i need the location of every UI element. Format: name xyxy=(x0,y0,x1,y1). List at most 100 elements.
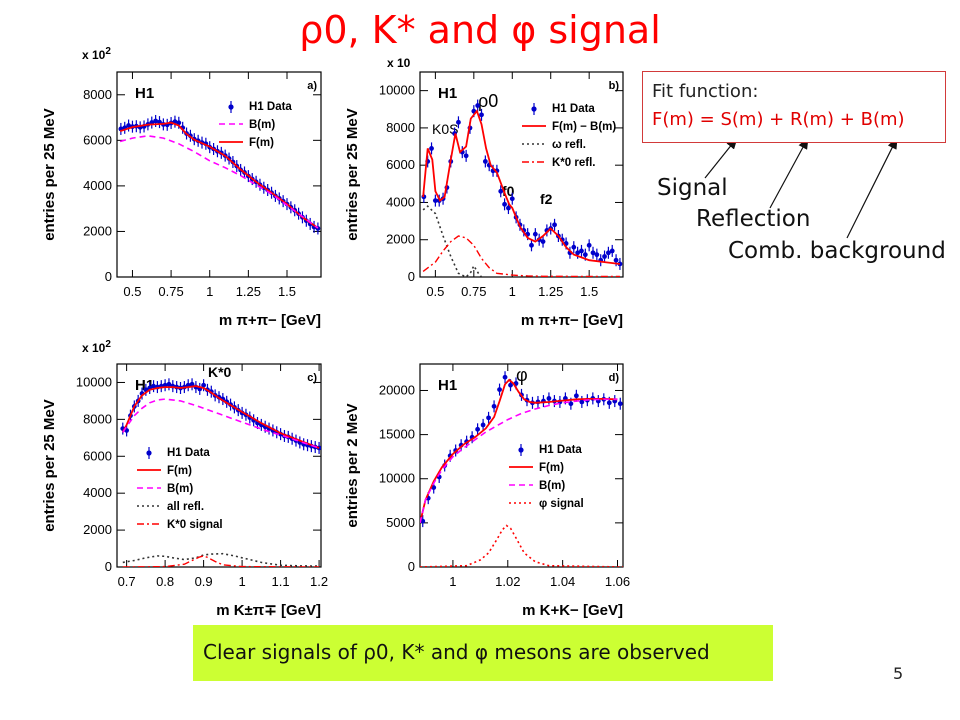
panel-tag: d) xyxy=(609,372,620,384)
data-point xyxy=(480,422,486,428)
x-tick-label: 0.8 xyxy=(156,574,174,589)
legend-marker-dot xyxy=(531,106,537,112)
y-axis-title: entries per 2 MeV xyxy=(344,403,361,527)
y-tick-label: 8000 xyxy=(83,87,112,102)
y-tick-label: 2000 xyxy=(83,223,112,238)
x-tick-label: 1.5 xyxy=(580,284,598,299)
data-point xyxy=(586,242,592,248)
y-tick-label: 0 xyxy=(105,559,112,574)
data-point xyxy=(568,401,574,407)
legend-entry: K*0 signal xyxy=(167,519,223,531)
data-point xyxy=(498,188,504,194)
legend-entry: ω refl. xyxy=(552,139,586,151)
legend-entry: H1 Data xyxy=(167,447,210,459)
legend-entry: H1 Data xyxy=(249,101,292,113)
y-tick-label: 6000 xyxy=(386,157,415,172)
data-point xyxy=(482,159,488,164)
x-axis-title: m K±π∓ [GeV] xyxy=(216,602,321,619)
data-point xyxy=(176,120,182,126)
slide-title: ρ0, K* and φ signal xyxy=(299,8,661,52)
x-tick-label: 0.5 xyxy=(123,284,141,299)
chart-panel-1: 0.5 0.75 1 1.25 1.5 0 2000 4000 6000 8000 x 102 ent… xyxy=(41,46,322,329)
data-point xyxy=(201,382,207,388)
series-group xyxy=(120,378,321,567)
y-tick-label: 6000 xyxy=(83,132,112,147)
data-point xyxy=(617,401,623,407)
data-point xyxy=(540,239,546,244)
panel-tag: c) xyxy=(307,372,317,384)
y-tick-label: 0 xyxy=(105,269,112,284)
x-tick-label: 1.1 xyxy=(272,574,290,589)
data-point xyxy=(529,242,534,248)
x-tick-label: 0.9 xyxy=(195,574,213,589)
series-dashdot-line xyxy=(422,235,620,277)
y-multiplier: x 102 xyxy=(82,46,111,62)
legend-entry: F(m) − B(m) xyxy=(552,121,616,133)
legend-entry: F(m) xyxy=(167,465,192,477)
legend-entry: all refl. xyxy=(167,501,204,513)
data-point xyxy=(532,231,538,237)
x-tick-label: 1.06 xyxy=(605,574,630,589)
pointer-arrows xyxy=(704,136,898,239)
y-axis-title: entries per 25 MeV xyxy=(41,399,58,532)
y-multiplier-exponent: 2 xyxy=(105,339,111,350)
legend-entry: H1 Data xyxy=(539,444,582,456)
data-point xyxy=(573,393,579,399)
data-point xyxy=(456,119,461,125)
data-point xyxy=(463,153,469,159)
x-tick-label: 1 xyxy=(449,574,456,589)
legend-marker-dot xyxy=(228,104,234,110)
data-point xyxy=(432,198,438,203)
data-point xyxy=(166,381,172,387)
y-multiplier: x 10 xyxy=(387,56,411,70)
data-point xyxy=(594,252,600,258)
panel-tag: b) xyxy=(609,80,620,92)
y-tick-label: 4000 xyxy=(83,178,112,193)
legend-marker-dot xyxy=(518,447,524,453)
fit-function-heading: Fit function: xyxy=(652,81,759,102)
y-tick-label: 8000 xyxy=(83,411,112,426)
legend-entry: B(m) xyxy=(249,119,275,131)
plot-frame xyxy=(116,71,322,278)
x-tick-label: 1 xyxy=(238,574,245,589)
series-dotted-line xyxy=(422,205,483,277)
x-tick-label: 0.75 xyxy=(461,284,486,299)
y-tick-label: 15000 xyxy=(379,427,415,442)
chart-panel-4: 1 1.02 1.04 1.06 0 5000 10000 15000 20000 entries… xyxy=(344,363,630,619)
fit-function-formula: F(m) = S(m) + R(m) + B(m) xyxy=(652,109,905,130)
legend-entry: F(m) xyxy=(539,462,564,474)
data-point xyxy=(546,396,552,401)
x-tick-label: 1.02 xyxy=(495,574,520,589)
data-point xyxy=(153,118,159,124)
data-point xyxy=(582,252,588,258)
x-tick-label: 1 xyxy=(509,284,516,299)
y-axis-title: entries per 25 MeV xyxy=(344,108,361,241)
series-group xyxy=(421,99,623,277)
x-tick-label: 1 xyxy=(206,284,213,299)
x-tick-label: 1.25 xyxy=(538,284,563,299)
series-group xyxy=(118,114,321,235)
series-dashdot-line xyxy=(122,555,320,567)
signal-label: Signal xyxy=(657,175,728,201)
legend-entry: B(m) xyxy=(539,480,565,492)
y-tick-label: 2000 xyxy=(83,522,112,537)
y-tick-label: 4000 xyxy=(386,194,415,209)
y-tick-label: 0 xyxy=(408,269,415,284)
data-point xyxy=(509,196,515,202)
experiment-label: H1 xyxy=(438,377,457,394)
series-dotted-line xyxy=(420,524,623,567)
y-axis-title: entries per 25 MeV xyxy=(41,108,58,241)
data-point xyxy=(606,400,612,406)
chart-panel-3: 0.7 0.8 0.9 1 1.1 1.2 0 2000 4000 6000 8000 10000 x … xyxy=(41,339,328,619)
data-point xyxy=(479,112,484,118)
page-number: 5 xyxy=(893,664,904,683)
x-tick-label: 1.04 xyxy=(550,574,575,589)
data-point xyxy=(497,387,502,392)
conclusion-text: Clear signals of ρ0, K* and φ mesons are… xyxy=(203,640,710,664)
x-axis-title: m π+π− [GeV] xyxy=(219,312,321,329)
experiment-label: H1 xyxy=(135,85,154,102)
y-tick-label: 10000 xyxy=(76,374,112,389)
data-point xyxy=(475,103,481,108)
data-point xyxy=(613,257,619,263)
